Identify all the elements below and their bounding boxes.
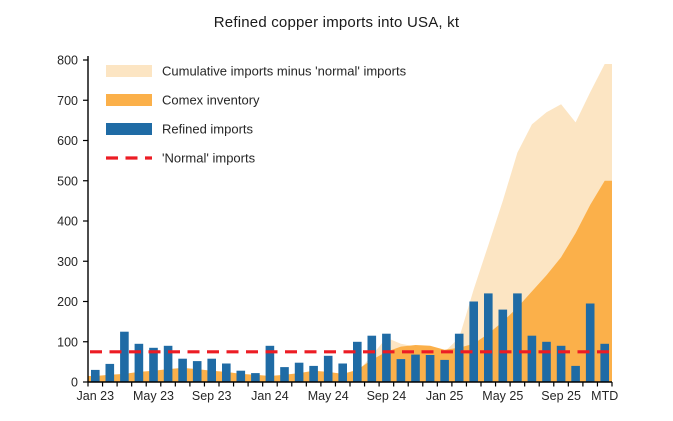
refined-imports-bar xyxy=(105,363,115,382)
x-tick-label: Sep 25 xyxy=(541,389,581,403)
legend-label: 'Normal' imports xyxy=(162,151,256,166)
refined-imports-bar xyxy=(222,363,231,382)
legend-label: Cumulative imports minus 'normal' import… xyxy=(162,64,407,79)
refined-imports-bar xyxy=(440,359,449,382)
legend-swatch xyxy=(106,65,152,77)
y-tick-label: 100 xyxy=(57,335,78,349)
refined-imports-bar xyxy=(367,335,377,382)
refined-imports-bar xyxy=(498,309,508,382)
refined-imports-bar xyxy=(280,367,289,382)
y-tick-label: 0 xyxy=(71,376,78,390)
x-tick-label: May 23 xyxy=(133,389,174,403)
refined-imports-bar xyxy=(600,343,609,382)
y-tick-label: 800 xyxy=(57,54,78,68)
refined-imports-bar xyxy=(163,345,173,382)
refined-imports-bar xyxy=(134,343,144,382)
refined-imports-bar xyxy=(294,362,304,382)
legend-swatch xyxy=(106,123,152,135)
chart-title: Refined copper imports into USA, kt xyxy=(213,14,460,31)
x-tick-label: Sep 24 xyxy=(367,389,407,403)
legend-label: Comex inventory xyxy=(162,93,260,108)
y-tick-label: 700 xyxy=(57,94,78,108)
refined-imports-bar xyxy=(454,333,464,382)
refined-imports-bar xyxy=(91,369,100,382)
refined-imports-bars xyxy=(91,293,609,383)
refined-imports-bar xyxy=(513,293,522,382)
refined-imports-bar xyxy=(556,345,566,382)
y-tick-label: 500 xyxy=(57,174,78,188)
refined-imports-bar xyxy=(323,355,333,382)
legend-swatch xyxy=(106,94,152,106)
cumulative-imports-area xyxy=(88,64,612,382)
x-tick-label: May 25 xyxy=(482,389,523,403)
refined-imports-bar xyxy=(236,370,246,382)
refined-imports-bar xyxy=(338,363,347,382)
refined-imports-bar xyxy=(382,333,391,382)
refined-imports-bar xyxy=(309,365,318,382)
refined-imports-bar xyxy=(149,347,158,382)
x-tick-label: MTD xyxy=(591,389,618,403)
refined-imports-bar xyxy=(542,341,551,383)
refined-imports-bar xyxy=(120,331,129,382)
y-tick-label: 300 xyxy=(57,255,78,269)
x-tick-label: Jan 24 xyxy=(251,389,289,403)
refined-imports-bar xyxy=(571,365,580,382)
refined-imports-bar xyxy=(192,361,202,382)
refined-imports-bar xyxy=(396,359,406,382)
refined-imports-bar xyxy=(265,345,275,382)
y-tick-label: 400 xyxy=(57,215,78,229)
refined-imports-bar xyxy=(484,293,493,382)
refined-imports-bar xyxy=(425,355,435,382)
legend-label: Refined imports xyxy=(162,122,254,137)
x-tick-label: Jan 25 xyxy=(426,389,464,403)
refined-imports-bar xyxy=(178,358,187,382)
refined-imports-bar xyxy=(527,335,537,382)
y-tick-label: 600 xyxy=(57,134,78,148)
x-tick-label: May 24 xyxy=(308,389,349,403)
refined-imports-bar xyxy=(251,373,260,382)
refined-imports-bar xyxy=(469,301,478,382)
x-tick-label: Jan 23 xyxy=(77,389,115,403)
refined-imports-bar xyxy=(207,358,216,382)
refined-imports-bar xyxy=(585,303,595,382)
refined-imports-bar xyxy=(411,354,420,382)
x-tick-label: Sep 23 xyxy=(192,389,232,403)
legend: Cumulative imports minus 'normal' import… xyxy=(106,64,407,166)
refined-imports-bar xyxy=(353,341,362,383)
y-tick-label: 200 xyxy=(57,295,78,309)
